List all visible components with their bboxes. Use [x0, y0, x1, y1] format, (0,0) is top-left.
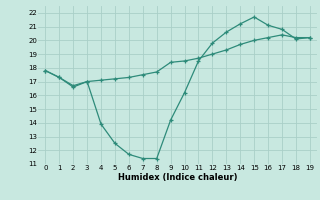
X-axis label: Humidex (Indice chaleur): Humidex (Indice chaleur)	[118, 173, 237, 182]
